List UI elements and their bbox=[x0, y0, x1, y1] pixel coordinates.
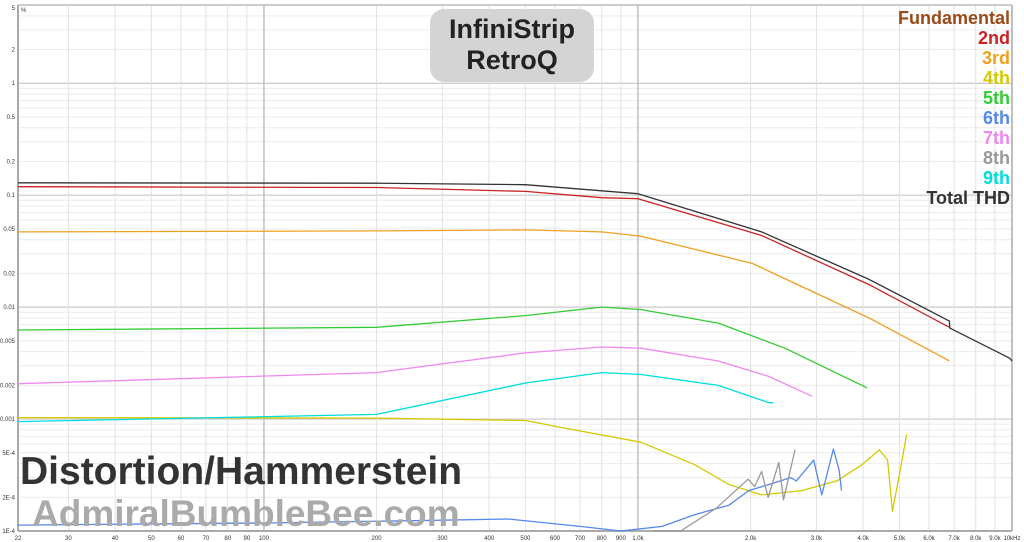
x-tick-label: 9.0k bbox=[989, 536, 1001, 542]
series-line-4th bbox=[17, 416, 908, 512]
legend: Fundamental 2nd 3rd 4th 5th 6th 7th 8th 9th Total… bbox=[898, 8, 1010, 208]
x-tick-label: 400 bbox=[484, 536, 495, 542]
series-line-2nd bbox=[17, 186, 950, 328]
x-tick-label: 22 bbox=[15, 536, 22, 542]
x-tick-label: 30 bbox=[65, 536, 72, 542]
series-line-8th bbox=[653, 449, 796, 532]
x-tick-label: 40 bbox=[112, 536, 119, 542]
y-tick-label: 0.1 bbox=[7, 193, 16, 199]
series-line-total-thd bbox=[17, 182, 1013, 362]
x-tick-label: 80 bbox=[224, 536, 231, 542]
y-tick-label: 0.002 bbox=[0, 383, 16, 389]
legend-item: 5th bbox=[983, 88, 1010, 108]
y-unit-label: % bbox=[21, 8, 27, 14]
series-line-3rd bbox=[17, 229, 950, 362]
x-tick-label: 500 bbox=[520, 536, 531, 542]
chart-title: InfiniStrip RetroQ bbox=[430, 9, 594, 82]
x-tick-label: 300 bbox=[437, 536, 448, 542]
legend-item: 8th bbox=[983, 148, 1010, 168]
x-tick-label: 6.0k bbox=[923, 536, 935, 542]
x-tick-label: 70 bbox=[203, 536, 210, 542]
y-tick-label: 5E-4 bbox=[2, 451, 15, 457]
x-tick-label: 2.0k bbox=[745, 536, 757, 542]
y-tick-label: 0.5 bbox=[7, 115, 16, 121]
x-tick-label: 10kHz bbox=[1003, 536, 1020, 542]
title-line-1: InfiniStrip bbox=[449, 14, 575, 44]
series-line-9th bbox=[17, 371, 774, 423]
x-tick-label: 5.0k bbox=[894, 536, 906, 542]
x-tick-label: 800 bbox=[597, 536, 608, 542]
x-tick-label: 8.0k bbox=[970, 536, 982, 542]
y-tick-label: 2E-4 bbox=[2, 495, 15, 501]
x-tick-label: 900 bbox=[616, 536, 627, 542]
x-tick-label: 60 bbox=[178, 536, 185, 542]
y-tick-label: 0.2 bbox=[7, 159, 16, 165]
legend-item: 7th bbox=[983, 128, 1010, 148]
x-tick-label: 200 bbox=[372, 536, 383, 542]
legend-item: 9th bbox=[983, 168, 1010, 188]
legend-item: 4th bbox=[983, 68, 1010, 88]
series-line-6th bbox=[17, 448, 843, 532]
legend-item: Fundamental bbox=[897, 8, 1010, 28]
legend-item: Total THD bbox=[926, 188, 1010, 208]
series-line-7th bbox=[17, 346, 813, 397]
x-tick-label: 700 bbox=[575, 536, 586, 542]
y-tick-label: 1 bbox=[12, 81, 16, 87]
y-tick-label: 0.01 bbox=[3, 305, 15, 311]
y-tick-label: 5 bbox=[12, 6, 16, 12]
x-tick-label: 7.0k bbox=[948, 536, 960, 542]
y-tick-label: 0.005 bbox=[0, 339, 16, 345]
y-tick-label: 0.001 bbox=[0, 417, 16, 423]
x-tick-label: 100 bbox=[259, 536, 270, 542]
legend-item: 2nd bbox=[977, 28, 1010, 48]
x-tick-label: 90 bbox=[243, 536, 250, 542]
y-tick-label: 0.05 bbox=[3, 227, 15, 233]
x-tick-label: 3.0k bbox=[811, 536, 823, 542]
x-tick-label: 50 bbox=[148, 536, 155, 542]
y-tick-label: 2 bbox=[12, 48, 16, 54]
x-tick-label: 600 bbox=[550, 536, 561, 542]
title-line-2: RetroQ bbox=[466, 45, 558, 75]
x-tick-label: 4.0k bbox=[857, 536, 869, 542]
legend-item: 3rd bbox=[981, 48, 1010, 68]
legend-item: 6th bbox=[983, 108, 1010, 128]
annotation-measurement: Distortion/Hammerstein bbox=[20, 450, 463, 493]
y-tick-label: 1E-4 bbox=[2, 529, 15, 535]
annotation-watermark: AdmiralBumbleBee.com bbox=[32, 493, 460, 534]
series-line-5th bbox=[17, 306, 868, 389]
x-tick-label: 1.0k bbox=[632, 536, 644, 542]
y-tick-label: 0.02 bbox=[3, 271, 15, 277]
